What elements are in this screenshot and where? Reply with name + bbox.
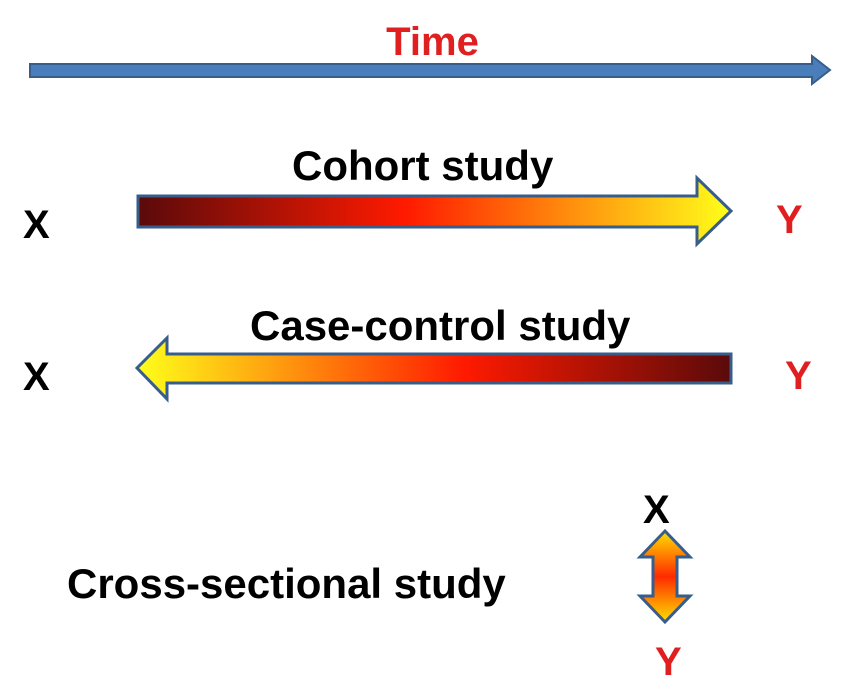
cross-sectional-y-label: Y bbox=[655, 640, 682, 684]
cross-sectional-double-arrow bbox=[636, 528, 694, 625]
case-control-x-label: X bbox=[23, 355, 50, 399]
cohort-y-label: Y bbox=[776, 198, 803, 242]
cohort-arrow bbox=[136, 174, 734, 248]
cohort-study-title: Cohort study bbox=[292, 142, 554, 189]
cohort-x-label: X bbox=[23, 203, 50, 247]
cross-sectional-x-label: X bbox=[643, 488, 670, 532]
case-control-y-label: Y bbox=[785, 354, 812, 398]
time-label: Time bbox=[386, 20, 479, 64]
case-control-study-title: Case-control study bbox=[250, 302, 631, 349]
cross-sectional-study-title: Cross-sectional study bbox=[67, 560, 506, 607]
case-control-arrow bbox=[134, 334, 733, 403]
time-arrow bbox=[29, 53, 832, 87]
